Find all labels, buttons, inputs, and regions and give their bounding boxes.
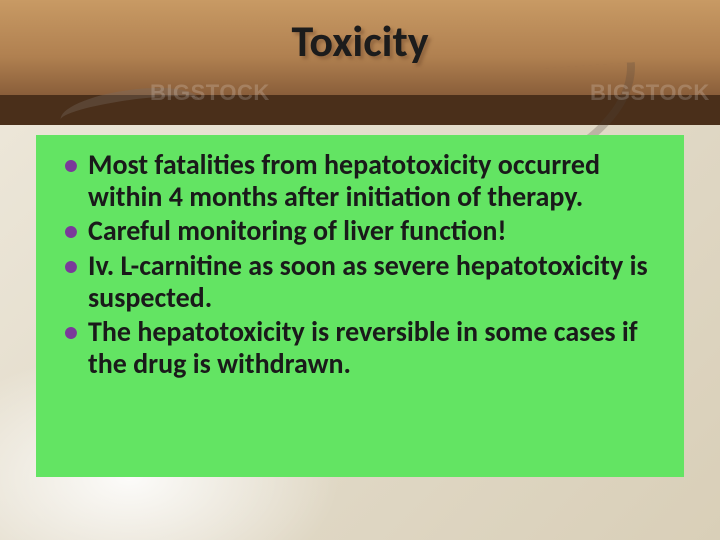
- bullet-item: Iv. L-carnitine as soon as severe hepato…: [54, 250, 666, 314]
- watermark-text: BIGSTOCK: [150, 80, 270, 106]
- watermark-text: BIGSTOCK: [590, 80, 710, 106]
- bullet-item: Most fatalities from hepatotoxicity occu…: [54, 149, 666, 213]
- slide: BIGSTOCK BIGSTOCK Toxicity Most fataliti…: [0, 0, 720, 540]
- bullet-item: Careful monitoring of liver function!: [54, 215, 666, 247]
- content-box: Most fatalities from hepatotoxicity occu…: [36, 135, 684, 477]
- bullet-list: Most fatalities from hepatotoxicity occu…: [54, 149, 666, 380]
- bullet-item: The hepatotoxicity is reversible in some…: [54, 316, 666, 380]
- slide-title: Toxicity: [0, 14, 720, 68]
